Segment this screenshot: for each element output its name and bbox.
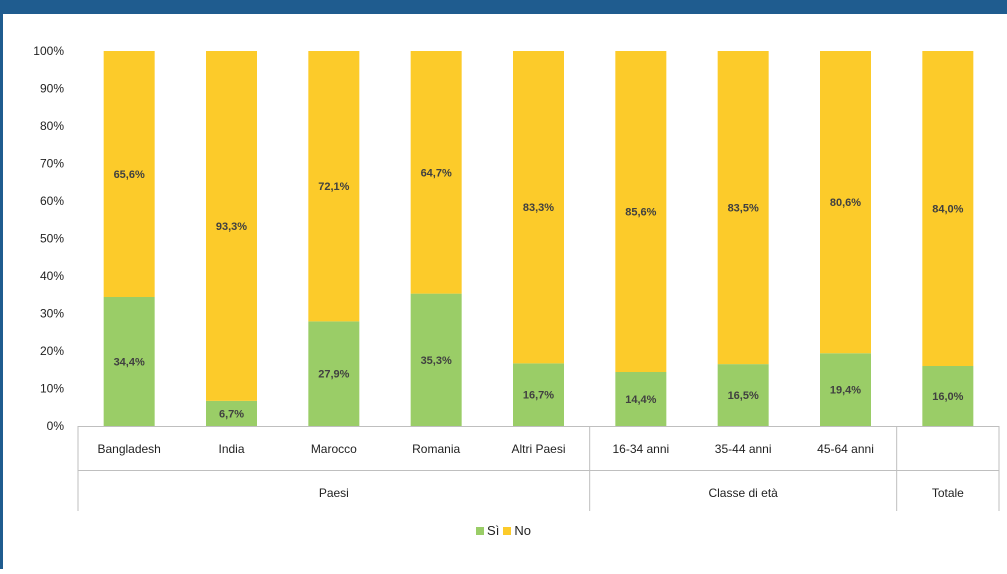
y-tick-label: 30% — [40, 307, 64, 321]
bar-no — [615, 51, 667, 372]
y-tick-label: 100% — [33, 44, 64, 58]
y-tick-label: 40% — [40, 269, 64, 283]
y-tick-label: 80% — [40, 119, 64, 133]
x-tick-label: 35-44 anni — [715, 442, 772, 456]
y-tick-label: 20% — [40, 344, 64, 358]
data-label: 16,7% — [523, 390, 554, 402]
bar-si — [206, 400, 257, 426]
data-label: 27,9% — [318, 369, 349, 381]
bar-no — [922, 51, 974, 366]
legend-item-no: No — [503, 523, 531, 538]
x-tick-label: 16-34 anni — [612, 442, 669, 456]
data-label: 19,4% — [830, 385, 861, 397]
y-tick-label: 10% — [40, 382, 64, 396]
legend: Sì No — [0, 523, 1007, 538]
bar-si — [922, 366, 974, 426]
bar-si — [717, 364, 769, 426]
data-label: 83,3% — [523, 202, 554, 214]
y-tick-label: 50% — [40, 232, 64, 246]
x-tick-label: Romania — [412, 442, 460, 456]
data-label: 35,3% — [421, 355, 452, 367]
y-tick-label: 0% — [47, 419, 65, 433]
data-label: 6,7% — [219, 408, 244, 420]
legend-label-si: Sì — [487, 523, 500, 538]
bar-no — [717, 51, 769, 365]
bar-no — [820, 51, 871, 354]
data-label: 14,4% — [625, 394, 656, 406]
data-label: 84,0% — [932, 204, 963, 216]
legend-label-no: No — [514, 523, 531, 538]
legend-swatch-no — [503, 526, 512, 535]
y-tick-label: 60% — [40, 194, 64, 208]
bar-si — [820, 353, 871, 426]
data-label: 93,3% — [216, 221, 247, 233]
header-bar — [0, 0, 1007, 14]
bar-si — [615, 372, 667, 426]
data-label: 80,6% — [830, 197, 861, 209]
data-label: 64,7% — [421, 167, 452, 179]
y-tick-label: 70% — [40, 157, 64, 171]
legend-item-si: Sì — [476, 523, 499, 538]
x-tick-label: Altri Paesi — [511, 442, 565, 456]
bar-no — [410, 51, 462, 294]
data-label: 34,4% — [114, 357, 145, 369]
x-tick-label: Marocco — [311, 442, 357, 456]
x-tick-label: 45-64 anni — [817, 442, 874, 456]
bar-no — [513, 51, 564, 364]
bar-si — [513, 363, 564, 426]
legend-swatch-si — [476, 526, 485, 535]
data-label: 16,0% — [932, 391, 963, 403]
bar-no — [103, 51, 155, 297]
data-label: 83,5% — [728, 203, 759, 215]
bar-si — [410, 293, 462, 426]
group-label: Totale — [932, 486, 964, 500]
bar-no — [308, 51, 360, 322]
data-label: 72,1% — [318, 181, 349, 193]
data-label: 65,6% — [114, 169, 145, 181]
data-label: 16,5% — [728, 390, 759, 402]
bar-no — [206, 51, 257, 401]
x-tick-label: India — [218, 442, 244, 456]
bar-si — [308, 321, 360, 426]
left-border — [0, 14, 3, 569]
x-tick-label: Bangladesh — [97, 442, 160, 456]
group-label: Paesi — [319, 486, 349, 500]
bar-si — [103, 297, 155, 426]
data-label: 85,6% — [625, 207, 656, 219]
group-label: Classe di età — [708, 486, 778, 500]
y-tick-label: 90% — [40, 82, 64, 96]
